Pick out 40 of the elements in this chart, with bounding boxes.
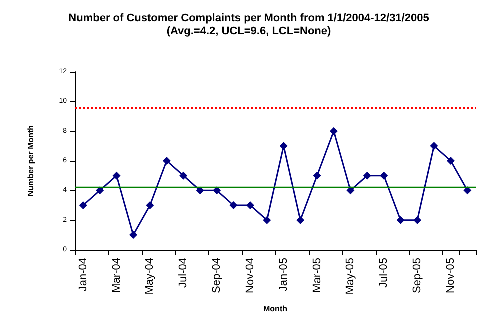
x-tick-label: Jul-04: [178, 258, 190, 288]
point: [363, 172, 372, 180]
x-tick-label: Mar-05: [311, 258, 324, 293]
point: [213, 186, 222, 195]
point: [180, 172, 188, 180]
x-tick-label: May-04: [144, 258, 156, 295]
point: [430, 142, 438, 150]
point: [79, 202, 88, 210]
x-tick-label: Nov-05: [444, 258, 457, 294]
point: [313, 172, 322, 180]
point: [263, 216, 272, 224]
point: [162, 157, 171, 165]
x-tick-label: Nov-04: [244, 258, 256, 294]
point: [196, 186, 204, 195]
point: [112, 172, 121, 180]
x-tick-label: Jan-05: [278, 258, 290, 292]
point: [414, 216, 422, 224]
point: [380, 172, 388, 180]
x-axis-title: Month: [264, 304, 288, 314]
x-tick-label: Jul-05: [378, 258, 390, 288]
x-tick-label: Sep-04: [211, 258, 224, 294]
x-tick-label: Sep-05: [412, 258, 424, 294]
point: [330, 127, 338, 136]
point: [346, 186, 355, 195]
point: [396, 216, 405, 224]
point: [280, 142, 288, 150]
chart-subtitle: (Avg.=4.2, UCL=9.6, LCL=None): [166, 26, 332, 38]
x-tick-label: Jan-04: [77, 258, 90, 292]
point: [96, 186, 104, 195]
point: [446, 157, 455, 165]
point: [129, 231, 138, 240]
chart-title: Number of Customer Complaints per Month from 1/1/2004-12/31/2005: [68, 12, 430, 24]
y-axis-title: Number per Month: [26, 125, 36, 197]
x-tick-label: Mar-04: [110, 258, 123, 293]
point: [146, 202, 154, 210]
point: [296, 216, 305, 224]
point: [230, 202, 238, 210]
x-tick-label: May-05: [344, 258, 357, 295]
point: [464, 186, 472, 195]
point: [246, 202, 254, 210]
